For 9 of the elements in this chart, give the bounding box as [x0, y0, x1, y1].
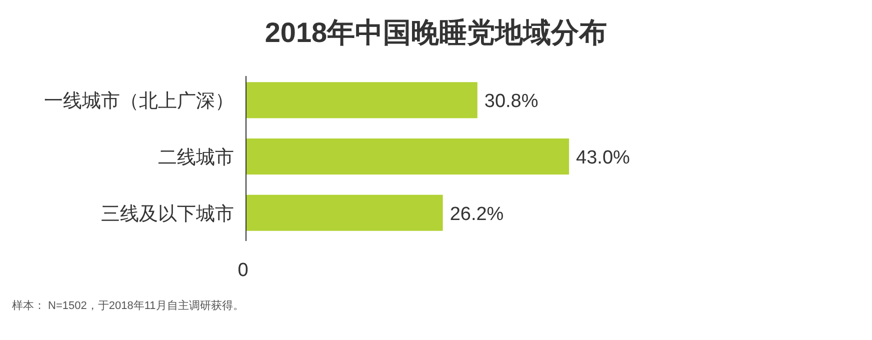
- data-label: 26.2%: [450, 204, 504, 225]
- text: 样本： N=1502，于2018年11月自主调研获得。: [12, 299, 244, 312]
- text: 0: [238, 260, 248, 281]
- y-tick-label: 一线城市（北上广深）: [44, 90, 234, 112]
- y-tick-label: 三线及以下城市: [101, 202, 234, 225]
- data-label: 30.8%: [484, 91, 538, 112]
- chart-title: 2018年中国晚睡党地域分布: [264, 17, 608, 48]
- y-tick-label: 二线城市: [158, 146, 234, 168]
- data-label: 43.0%: [576, 148, 630, 168]
